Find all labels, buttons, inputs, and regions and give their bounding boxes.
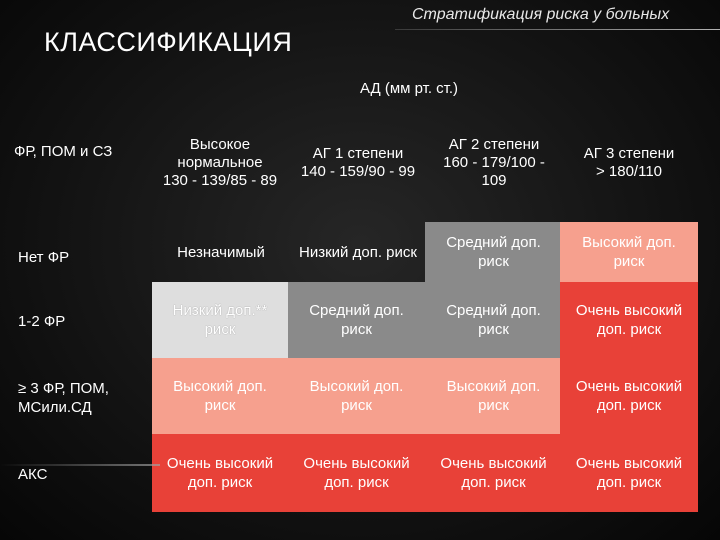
column-header-ag2: АГ 2 степени 160 - 179/100 - 109 bbox=[443, 136, 545, 189]
row-label-1-2-rf: 1-2 ФР bbox=[18, 312, 66, 330]
risk-cell: Средний доп. риск bbox=[425, 282, 562, 358]
row-label-3-rf: ≥ 3 ФР, ПОМ, МСили.СД bbox=[18, 380, 109, 416]
risk-cell: Очень высокий доп. риск bbox=[288, 434, 425, 512]
row-label-no-rf: Нет ФР bbox=[18, 248, 70, 266]
corner-header: ФР, ПОМ и СЗ bbox=[14, 143, 113, 160]
row-label-acs: АКС bbox=[18, 465, 48, 483]
risk-cell: Высокий доп. риск bbox=[152, 358, 288, 434]
subtitle-underline bbox=[395, 29, 720, 30]
column-header-ag3: АГ 3 степени > 180/110 bbox=[583, 145, 675, 180]
risk-cell: Средний доп. риск bbox=[288, 282, 425, 358]
risk-cell: Низкий доп.** риск bbox=[152, 282, 288, 358]
risk-cell: Очень высокий доп. риск bbox=[425, 434, 562, 512]
decorative-line bbox=[0, 464, 160, 466]
risk-cell: Низкий доп. риск bbox=[299, 243, 417, 261]
risk-cell: Высокий доп. риск bbox=[425, 358, 562, 434]
risk-cell: Средний доп. риск bbox=[425, 222, 562, 282]
risk-cell: Очень высокий доп. риск bbox=[560, 282, 698, 358]
bp-column-group-header: АД (мм рт. ст.) bbox=[360, 80, 459, 97]
risk-cell: Незначимый bbox=[177, 243, 265, 261]
risk-cell: Высокий доп. риск bbox=[560, 222, 698, 282]
risk-cell: Очень высокий доп. риск bbox=[152, 434, 288, 512]
risk-cell: Высокий доп. риск bbox=[288, 358, 425, 434]
slide-subtitle: Стратификация риска у больных bbox=[412, 6, 670, 23]
slide-title: КЛАССИФИКАЦИЯ bbox=[44, 27, 293, 57]
risk-cell: Очень высокий доп. риск bbox=[560, 434, 698, 512]
risk-cell: Очень высокий доп. риск bbox=[560, 358, 698, 434]
column-header-high-normal: Высокое нормальное 130 - 139/85 - 89 bbox=[162, 136, 278, 189]
column-header-ag1: АГ 1 степени 140 - 159/90 - 99 bbox=[300, 145, 416, 180]
